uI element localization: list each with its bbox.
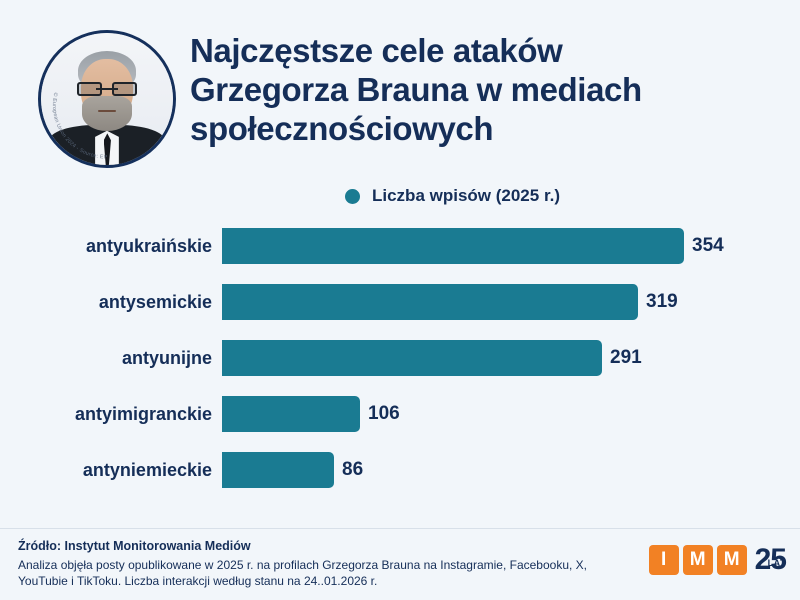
bar-track: 106: [222, 396, 790, 432]
bar-category-label: antyimigranckie: [74, 403, 212, 424]
glasses-icon: [76, 81, 138, 97]
bar-chart: antyukraińskie 354 antysemickie 319 antyunij…: [0, 228, 800, 508]
page-title-line-2: Grzegorza Brauna w mediach: [190, 70, 642, 108]
methodology-note: Analiza objęła posty opublikowane w 2025…: [18, 558, 588, 589]
bar-category-label: antysemickie: [98, 291, 212, 312]
logo-anniversary-number: 25: [754, 543, 787, 576]
bar-track: 291: [222, 340, 790, 376]
glasses-bridge: [96, 88, 118, 91]
circle-marker-icon: [345, 188, 360, 204]
portrait-tie: [103, 133, 111, 165]
bar-category-label: antyunijne: [121, 347, 212, 368]
portrait-mouth: [97, 109, 117, 112]
bar-row: antyniemieckie 86: [0, 452, 800, 508]
bar-value-label: 291: [610, 347, 642, 368]
bar-value-label: 354: [692, 235, 724, 256]
logo-square-m2: M: [716, 545, 747, 575]
bar-row: antyimigranckie 106: [0, 396, 800, 452]
portrait-beard: [81, 96, 133, 131]
bar-category-label: antyniemieckie: [82, 459, 212, 480]
bar-row: antyukraińskie 354: [0, 228, 800, 284]
logo-anniversary-word: LAT: [767, 558, 786, 568]
bar-value-label: 319: [646, 291, 678, 312]
bar-track: 86: [222, 452, 790, 488]
bar-segment: [222, 340, 602, 376]
bar-segment: [222, 452, 334, 488]
logo-square-m1: M: [682, 545, 713, 575]
footer-divider: [0, 528, 800, 529]
legend-label: Liczba wpisów (2025 r.): [372, 186, 561, 205]
source-label: Źródło: Instytut Monitorowania Mediów: [18, 539, 251, 553]
logo-square-i: I: [648, 545, 679, 575]
page-title: Najczęstsze cele ataków Grzegorza Brauna…: [190, 32, 780, 149]
bar-row: antysemickie 319: [0, 284, 800, 340]
bar-segment: [222, 396, 360, 432]
imm-logo: I M M 25 LAT: [648, 543, 787, 576]
bar-category-label: antyukraińskie: [85, 235, 212, 256]
bar-track: 354: [222, 228, 790, 264]
chart-legend: Liczba wpisów (2025 r.): [345, 186, 560, 206]
bar-segment: [222, 284, 638, 320]
page-title-line-1: Najczęstsze cele ataków: [190, 32, 563, 69]
bar-row: antyunijne 291: [0, 340, 800, 396]
bar-track: 319: [222, 284, 790, 320]
bar-value-label: 106: [368, 403, 400, 424]
portrait-photo: [41, 33, 173, 165]
page-title-line-3: społecznościowych: [190, 109, 494, 147]
bar-value-label: 86: [342, 459, 364, 480]
bar-segment: [222, 228, 684, 264]
avatar: © European Union 2024 - Source: EP: [38, 30, 176, 168]
logo-anniversary: 25 LAT: [754, 543, 787, 576]
